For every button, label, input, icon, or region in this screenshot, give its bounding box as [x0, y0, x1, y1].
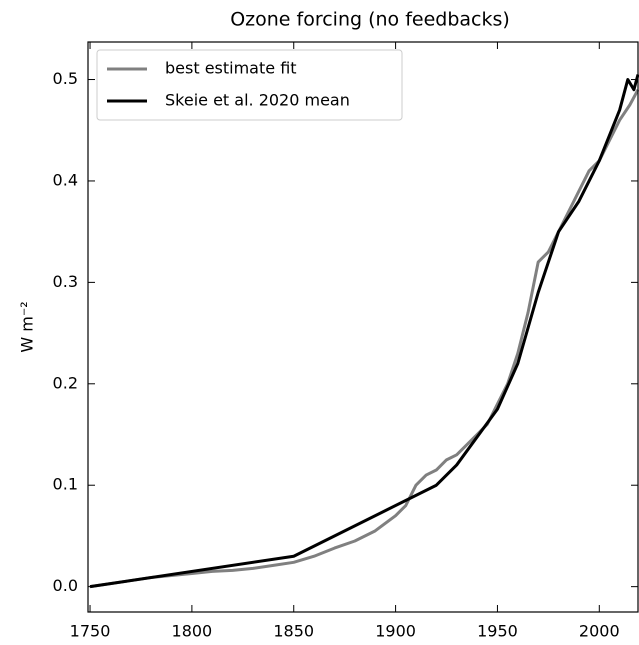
y-axis-label: W m⁻²	[18, 301, 37, 352]
y-tick-label: 0.5	[53, 69, 78, 88]
y-tick-label: 0.0	[53, 576, 78, 595]
x-tick-label: 1950	[477, 622, 518, 641]
series-line	[89, 88, 639, 589]
y-tick-label: 0.2	[53, 373, 78, 392]
series-line	[89, 74, 639, 589]
plot-frame	[87, 41, 639, 613]
x-tick-label: 1850	[273, 622, 314, 641]
x-tick-label: 1900	[375, 622, 416, 641]
legend-box	[96, 49, 403, 121]
x-tick-label: 1800	[172, 622, 213, 641]
y-tick-label: 0.3	[53, 272, 78, 291]
x-tick-label: 1750	[70, 622, 111, 641]
x-tick-label: 2000	[579, 622, 620, 641]
legend-label: Skeie et al. 2020 mean	[165, 91, 350, 110]
y-tick-label: 0.4	[53, 170, 78, 189]
y-tick-label: 0.1	[53, 475, 78, 494]
legend-label: best estimate fit	[165, 59, 297, 78]
chart-title: Ozone forcing (no feedbacks)	[230, 9, 510, 31]
